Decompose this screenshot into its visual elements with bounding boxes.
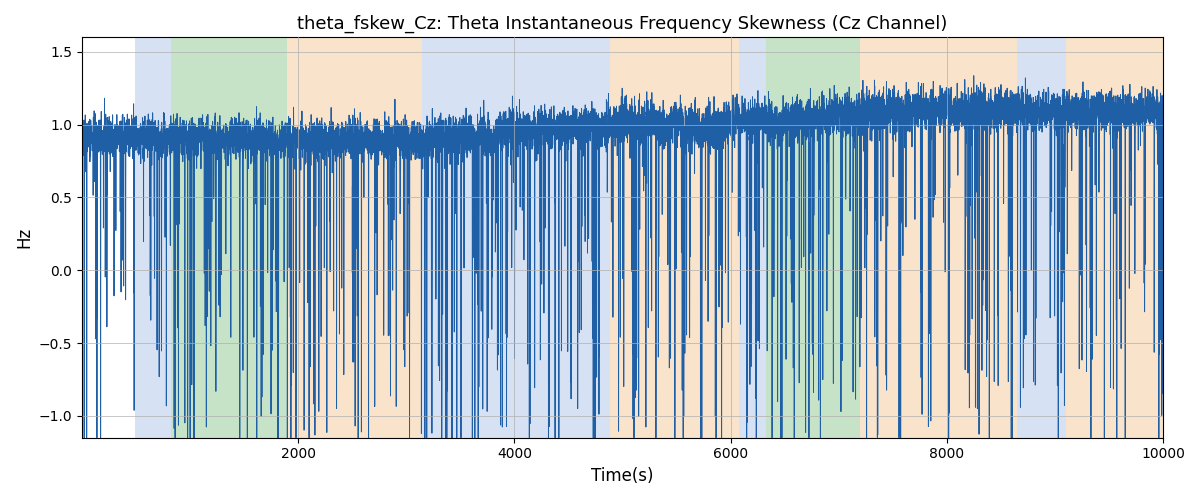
Bar (1018, 38, 1066, 438)
Bar (610, 38, 739, 438)
Bar (767, 38, 860, 438)
Y-axis label: Hz: Hz (14, 227, 32, 248)
Bar (170, 38, 287, 438)
Title: theta_fskew_Cz: Theta Instantaneous Frequency Skewness (Cz Channel): theta_fskew_Cz: Theta Instantaneous Freq… (298, 15, 948, 34)
Bar (860, 38, 1018, 438)
Bar (134, 38, 170, 438)
Bar (422, 38, 504, 438)
X-axis label: Time(s): Time(s) (592, 467, 654, 485)
Bar (1066, 38, 1163, 438)
Bar (287, 38, 422, 438)
Bar (504, 38, 610, 438)
Bar (739, 38, 767, 438)
